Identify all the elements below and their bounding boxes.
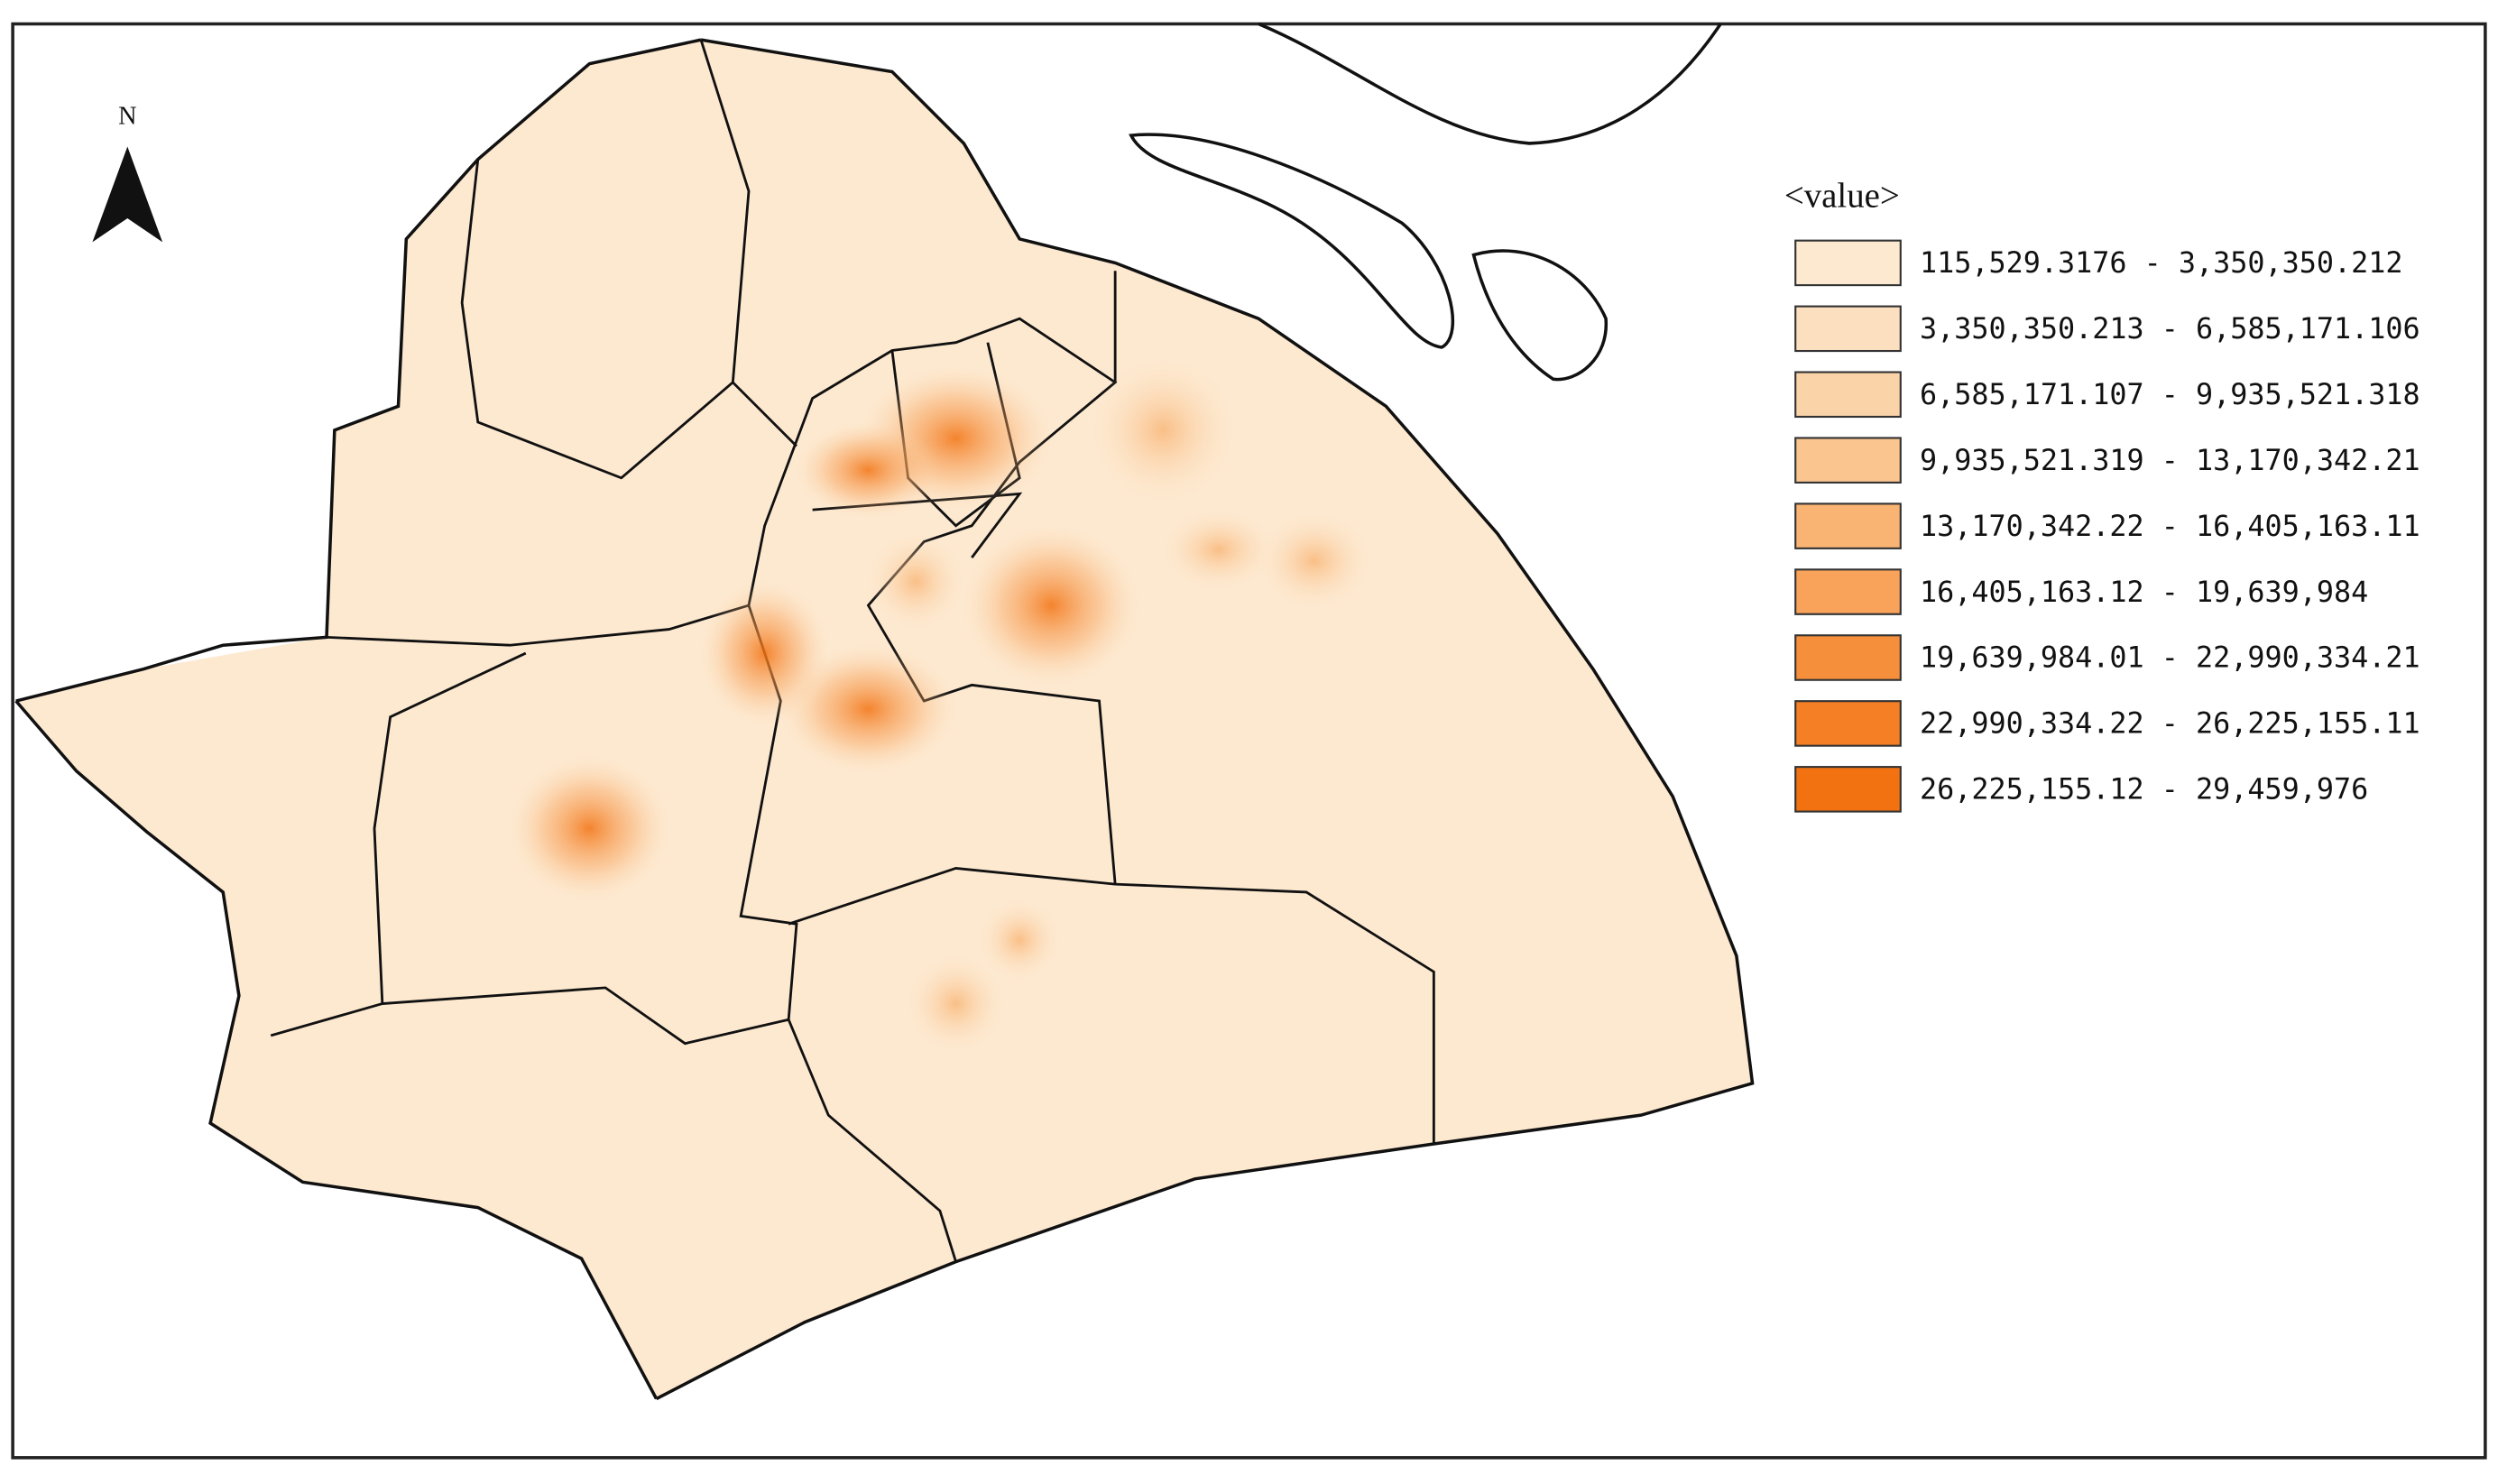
north-label: N xyxy=(118,103,136,131)
legend-label: 13,170,342.22 - 16,405,163.11 xyxy=(1920,511,2420,543)
legend-swatch xyxy=(1794,305,1902,353)
legend-label: 115,529.3176 - 3,350,350.212 xyxy=(1920,247,2403,280)
legend-label: 19,639,984.01 - 22,990,334.21 xyxy=(1920,642,2420,675)
legend-label: 6,585,171.107 - 9,935,521.318 xyxy=(1920,379,2420,411)
legend-swatch xyxy=(1794,634,1902,681)
north-arrow-icon xyxy=(92,146,163,243)
legend-title: <value> xyxy=(1784,177,1900,216)
legend-swatch xyxy=(1794,437,1902,484)
legend-swatch xyxy=(1794,239,1902,287)
legend-swatch xyxy=(1794,766,1902,813)
legend-swatch xyxy=(1794,568,1902,615)
islands xyxy=(1129,22,1722,382)
legend-label: 3,350,350.213 - 6,585,171.106 xyxy=(1920,313,2420,346)
legend-label: 26,225,155.12 - 29,459,976 xyxy=(1920,774,2368,807)
legend-label: 16,405,163.12 - 19,639,984 xyxy=(1920,576,2368,609)
legend: <value> 115,529.3176 - 3,350,350.212 3,35… xyxy=(1784,177,2420,813)
north-arrow: N xyxy=(92,103,163,243)
legend-label: 9,935,521.319 - 13,170,342.21 xyxy=(1920,445,2420,477)
legend-swatch xyxy=(1794,502,1902,549)
legend-swatch xyxy=(1794,371,1902,419)
heat-blobs xyxy=(510,358,1370,1052)
legend-label: 22,990,334.22 - 26,225,155.11 xyxy=(1920,708,2420,741)
legend-swatch xyxy=(1794,700,1902,747)
